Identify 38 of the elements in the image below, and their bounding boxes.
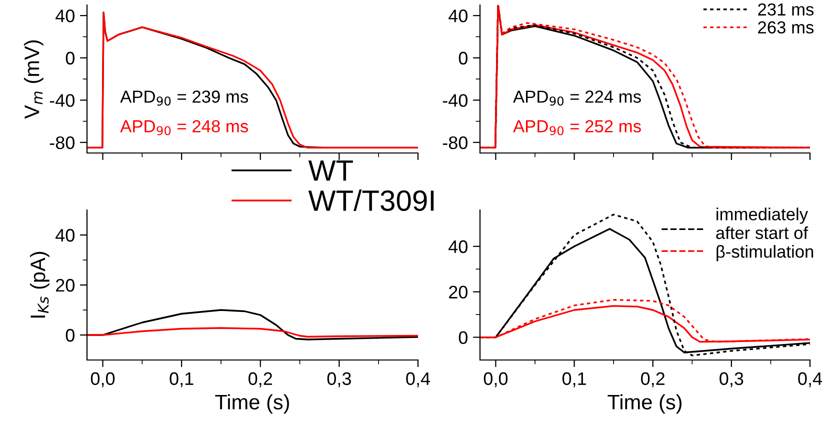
y-tick-label: -40: [50, 94, 74, 107]
y-tick-label: 20: [56, 278, 74, 292]
annotation: APD$_{90}$ = 224 ms: [513, 90, 641, 106]
y-tick-label: 40: [56, 10, 74, 22]
y-tick-label: -40: [442, 94, 468, 107]
line-series: [87, 327, 418, 338]
legend-label: 263 ms: [758, 21, 814, 34]
annotation: APD$_{90}$ = 252 ms: [513, 120, 641, 136]
x-tick-label: 0,3: [327, 372, 351, 388]
y-tick-label: -80: [442, 136, 468, 150]
y-tick-label: 0: [458, 52, 468, 65]
y-tick-label: 40: [448, 10, 468, 22]
legend-label: immediately after start of β-stimulation: [716, 208, 814, 262]
y-tick-label: 40: [448, 240, 468, 254]
y-axis-title: V$_{m}$ (mV): [24, 40, 44, 119]
x-tick-label: 0,4: [406, 372, 430, 388]
x-tick-label: 0,3: [720, 372, 744, 388]
y-tick-label: -80: [50, 136, 74, 150]
x-tick-label: 0,1: [170, 372, 194, 388]
legend-label: WT: [308, 160, 353, 181]
y-tick-label: 0: [66, 52, 74, 65]
annotation: APD$_{90}$ = 239 ms: [120, 90, 248, 106]
y-tick-label: 20: [449, 286, 468, 299]
x-axis-title: Time (s): [608, 394, 682, 414]
y-tick-label: 40: [56, 228, 74, 242]
y-tick-label: 0: [66, 328, 74, 342]
x-tick-label: 0,2: [641, 372, 664, 388]
x-tick-label: 0,1: [562, 372, 586, 388]
x-tick-label: 0,0: [90, 372, 115, 388]
annotation: APD$_{90}$ = 248 ms: [120, 120, 248, 136]
legend-label: 231 ms: [758, 3, 814, 16]
legend-label: WT/T309I: [308, 190, 434, 211]
x-tick-label: 0,0: [484, 372, 508, 388]
x-axis-title: Time (s): [215, 394, 290, 414]
x-tick-label: 0,2: [248, 372, 272, 388]
y-axis-title: I$_{Ks}$ (pA): [30, 252, 50, 318]
x-tick-label: 0,4: [798, 372, 822, 388]
y-tick-label: 0: [458, 331, 468, 344]
